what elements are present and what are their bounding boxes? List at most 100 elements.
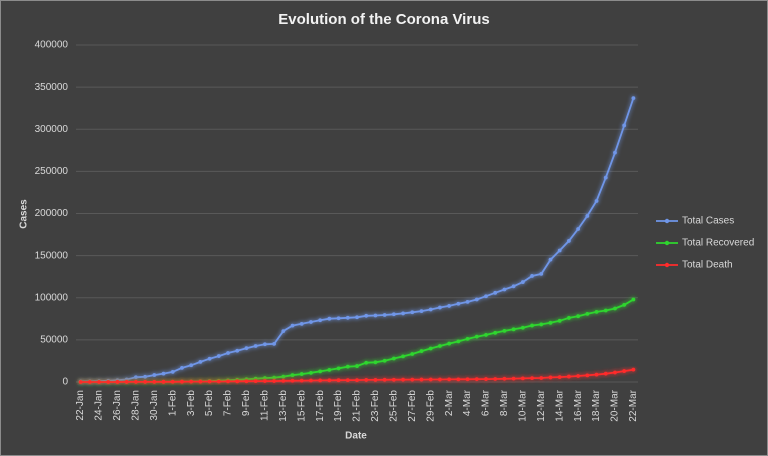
point xyxy=(262,376,267,380)
point xyxy=(567,239,571,243)
point xyxy=(272,342,276,346)
point xyxy=(364,360,369,365)
point xyxy=(594,309,599,314)
x-tick-label: 22-Jan xyxy=(75,390,86,421)
point xyxy=(309,370,313,375)
point xyxy=(226,351,230,355)
point xyxy=(410,377,415,382)
point xyxy=(631,96,636,101)
x-tick-label: 20-Mar xyxy=(610,389,621,421)
point xyxy=(345,364,350,369)
point xyxy=(391,377,396,382)
x-axis-label: Date xyxy=(345,431,367,442)
point xyxy=(557,248,562,253)
point xyxy=(281,374,286,379)
point xyxy=(382,358,387,363)
x-tick-label: 27-Feb xyxy=(407,390,418,422)
point xyxy=(622,123,627,128)
point xyxy=(309,378,313,383)
point xyxy=(244,379,249,384)
point xyxy=(262,342,267,347)
point xyxy=(438,305,442,310)
point xyxy=(401,354,405,359)
x-tick-label: 23-Feb xyxy=(370,390,381,422)
point xyxy=(438,377,442,382)
point xyxy=(355,315,359,320)
legend-marker xyxy=(664,240,670,246)
point xyxy=(456,301,461,306)
point xyxy=(474,377,479,382)
point xyxy=(253,344,258,348)
point xyxy=(391,312,396,317)
point xyxy=(78,380,83,384)
x-tick-label: 30-Jan xyxy=(149,390,160,421)
point xyxy=(613,306,617,311)
point xyxy=(548,257,553,262)
point xyxy=(235,379,240,384)
point xyxy=(631,367,636,372)
point xyxy=(216,354,221,358)
x-tick-label: 11-Feb xyxy=(260,390,271,421)
legend-marker xyxy=(664,218,670,224)
x-tick-label: 19-Feb xyxy=(333,390,344,422)
x-tick-label: 15-Feb xyxy=(296,390,307,422)
point xyxy=(336,378,341,383)
point xyxy=(281,329,286,334)
point xyxy=(447,341,452,346)
point xyxy=(484,377,488,381)
point xyxy=(465,336,470,341)
point xyxy=(152,379,157,384)
point xyxy=(603,308,608,313)
point xyxy=(272,379,276,383)
point xyxy=(493,330,498,335)
point xyxy=(539,376,544,380)
point xyxy=(318,378,323,383)
point xyxy=(355,378,359,383)
point xyxy=(567,316,571,320)
y-axis-label: Cases xyxy=(19,199,30,229)
point xyxy=(631,297,636,302)
point xyxy=(502,376,507,381)
point xyxy=(189,363,194,368)
point xyxy=(207,379,212,384)
point xyxy=(364,313,369,318)
point xyxy=(530,274,534,278)
point xyxy=(419,377,424,382)
x-tick-label: 21-Feb xyxy=(352,390,363,422)
point xyxy=(401,377,405,382)
point xyxy=(530,376,534,381)
point xyxy=(613,150,617,155)
point xyxy=(180,365,184,370)
point xyxy=(327,316,332,321)
point xyxy=(428,307,433,312)
x-tick-label: 4-Mar xyxy=(462,389,473,416)
point xyxy=(207,356,212,361)
point xyxy=(484,333,488,337)
point xyxy=(327,378,332,383)
point xyxy=(548,320,553,325)
point xyxy=(511,327,516,332)
point xyxy=(318,318,323,323)
point xyxy=(133,379,138,384)
point xyxy=(484,294,488,299)
point xyxy=(520,376,525,381)
point xyxy=(594,199,599,203)
point xyxy=(456,339,461,344)
point xyxy=(585,311,590,316)
point xyxy=(594,372,599,377)
point xyxy=(290,323,295,328)
point xyxy=(235,348,240,353)
y-tick-label: 50000 xyxy=(40,335,68,346)
point xyxy=(576,227,581,231)
chart-title: Evolution of the Corona Virus xyxy=(278,11,489,28)
point xyxy=(585,214,590,218)
point xyxy=(87,380,92,384)
point xyxy=(143,374,147,379)
point xyxy=(419,349,424,353)
point xyxy=(299,378,304,383)
point xyxy=(355,364,359,368)
point xyxy=(364,378,369,382)
x-tick-label: 9-Feb xyxy=(241,390,252,417)
point xyxy=(428,346,433,351)
